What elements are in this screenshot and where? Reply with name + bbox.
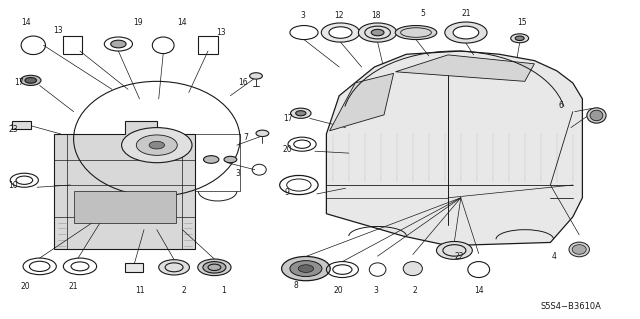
Text: 6: 6 <box>558 101 563 110</box>
Text: 15: 15 <box>516 18 527 27</box>
Bar <box>125 263 143 272</box>
Ellipse shape <box>587 108 606 123</box>
Polygon shape <box>396 55 534 81</box>
Circle shape <box>122 128 192 163</box>
Bar <box>74 191 176 223</box>
Circle shape <box>329 27 352 38</box>
Text: 3: 3 <box>300 11 305 20</box>
Circle shape <box>204 156 219 163</box>
Ellipse shape <box>590 110 603 121</box>
Text: 22: 22 <box>455 252 464 261</box>
Text: 20: 20 <box>333 286 343 295</box>
Text: S5S4−B3610A: S5S4−B3610A <box>541 302 602 311</box>
Circle shape <box>358 23 397 42</box>
Text: 17: 17 <box>283 114 292 123</box>
Polygon shape <box>54 121 195 249</box>
Text: 12: 12 <box>335 11 344 20</box>
Polygon shape <box>326 51 582 246</box>
Text: 21: 21 <box>69 282 78 291</box>
Text: 3: 3 <box>374 286 379 295</box>
Circle shape <box>371 29 384 36</box>
Text: 16: 16 <box>239 78 248 87</box>
Circle shape <box>511 34 529 43</box>
Bar <box>63 36 82 54</box>
Ellipse shape <box>403 262 422 276</box>
Text: 1: 1 <box>221 286 227 295</box>
Text: 14: 14 <box>177 18 188 27</box>
Text: 23: 23 <box>8 125 18 134</box>
Ellipse shape <box>572 245 586 254</box>
Text: 14: 14 <box>474 286 484 295</box>
Text: 7: 7 <box>243 133 248 142</box>
Circle shape <box>224 156 237 163</box>
Circle shape <box>203 262 226 273</box>
Text: 13: 13 <box>216 28 226 37</box>
Text: 3: 3 <box>236 169 241 178</box>
Circle shape <box>198 259 231 276</box>
Text: 10: 10 <box>8 181 18 190</box>
Circle shape <box>136 135 177 155</box>
Text: 13: 13 <box>52 26 63 35</box>
Text: 9: 9 <box>284 188 289 197</box>
Text: 4: 4 <box>552 252 557 261</box>
Circle shape <box>290 261 322 277</box>
Text: 20: 20 <box>20 282 31 291</box>
Ellipse shape <box>396 26 437 40</box>
Circle shape <box>296 111 306 116</box>
Polygon shape <box>330 73 394 131</box>
Circle shape <box>149 141 164 149</box>
Text: 18: 18 <box>372 11 381 20</box>
Text: 21: 21 <box>461 9 470 18</box>
Text: 11: 11 <box>135 286 144 295</box>
Text: 8: 8 <box>293 281 298 290</box>
Circle shape <box>515 36 524 41</box>
Circle shape <box>453 26 479 39</box>
Circle shape <box>282 256 330 281</box>
Circle shape <box>256 130 269 137</box>
Circle shape <box>20 75 41 85</box>
Text: 5: 5 <box>420 9 425 18</box>
Circle shape <box>321 23 360 42</box>
Text: 14: 14 <box>20 18 31 27</box>
Ellipse shape <box>569 242 589 257</box>
Circle shape <box>436 241 472 259</box>
Circle shape <box>250 73 262 79</box>
Text: 19: 19 <box>132 18 143 27</box>
Bar <box>198 36 218 54</box>
Text: 17: 17 <box>15 78 24 87</box>
Text: 20: 20 <box>283 145 292 154</box>
Circle shape <box>445 22 487 43</box>
Circle shape <box>111 40 126 48</box>
Circle shape <box>298 265 314 272</box>
Text: 2: 2 <box>182 286 187 295</box>
Bar <box>12 121 31 129</box>
Text: 2: 2 <box>412 286 417 295</box>
Circle shape <box>291 108 311 118</box>
Circle shape <box>159 260 189 275</box>
Circle shape <box>25 78 36 83</box>
